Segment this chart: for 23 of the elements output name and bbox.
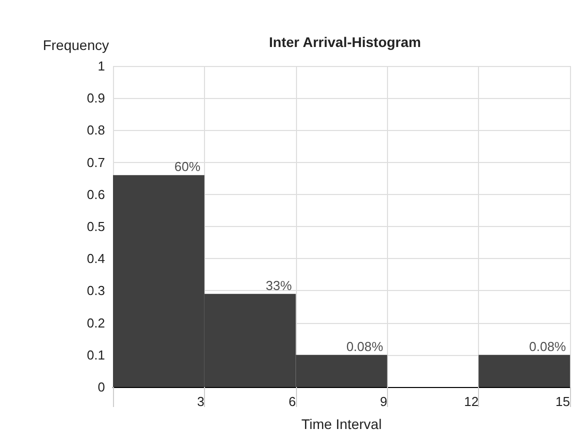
chart-title: Inter Arrival-Histogram <box>269 34 421 50</box>
y-tick-label: 0.2 <box>86 315 105 330</box>
y-tick-label: 0.8 <box>86 122 105 138</box>
y-tick-label: 0.5 <box>86 219 105 234</box>
y-tick-label: 0.6 <box>86 186 105 202</box>
y-tick-label: 0.9 <box>86 90 105 106</box>
y-tick-label: 1 <box>98 58 105 74</box>
annotation: 0.08% <box>346 338 384 354</box>
x-tick-label: 9 <box>380 394 388 409</box>
y-tick-label: 0.7 <box>86 154 105 170</box>
x-tick-label: 6 <box>288 394 296 409</box>
y-tick-label: 0.1 <box>86 347 105 362</box>
y-tick-label: 0.4 <box>86 251 105 266</box>
x-tick-label: 15 <box>556 394 570 409</box>
x-axis-title: Time Interval <box>301 416 382 432</box>
annotation: 60% <box>174 159 201 174</box>
annotation: 0.08% <box>529 338 566 354</box>
x-tick-label: 3 <box>197 394 204 409</box>
y-tick-label: 0 <box>98 380 105 394</box>
annotation: 33% <box>266 278 292 293</box>
x-tick-label: 12 <box>464 394 479 409</box>
y-axis-title: Frequency <box>42 37 109 53</box>
y-tick-label: 0.3 <box>86 283 105 298</box>
